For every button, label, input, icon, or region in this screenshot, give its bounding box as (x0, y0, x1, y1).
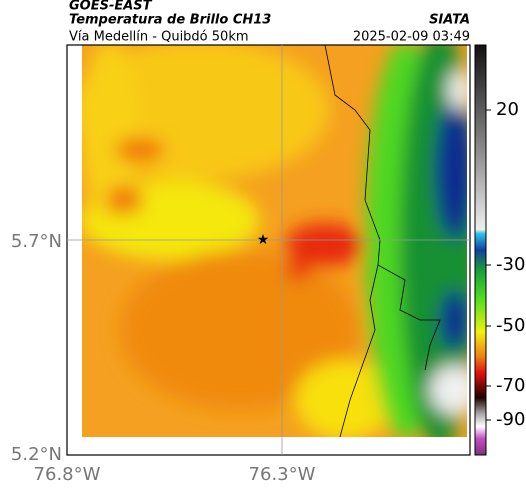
colorbar-tick-label: -30 (496, 254, 525, 275)
colorbar-ticks: 20 -30 -50 -70 -90 (486, 99, 525, 430)
colorbar-tick-label: 20 (496, 99, 519, 120)
colorbar-tick-label: -90 (496, 409, 525, 430)
timestamp: 2025-02-09 03:49 (353, 30, 470, 45)
source: GOES-EAST (69, 0, 153, 14)
colorbar-tick-label: -70 (496, 375, 525, 396)
location-star: ★ (257, 232, 270, 248)
map-frame (66, 44, 471, 456)
lat-label: 5.2°N (11, 444, 62, 465)
route: Vía Medellín - Quibdó 50km (69, 30, 249, 45)
lat-label: 5.7°N (11, 231, 62, 252)
colorbar-tick-label: -50 (496, 315, 525, 336)
colorbar (474, 44, 487, 456)
lon-label: 76.8°W (34, 464, 101, 485)
satellite-image (82, 45, 467, 437)
agency: SIATA (429, 13, 470, 28)
product: Temperatura de Brillo CH13 (69, 13, 271, 28)
lon-label: 76.3°W (249, 464, 316, 485)
